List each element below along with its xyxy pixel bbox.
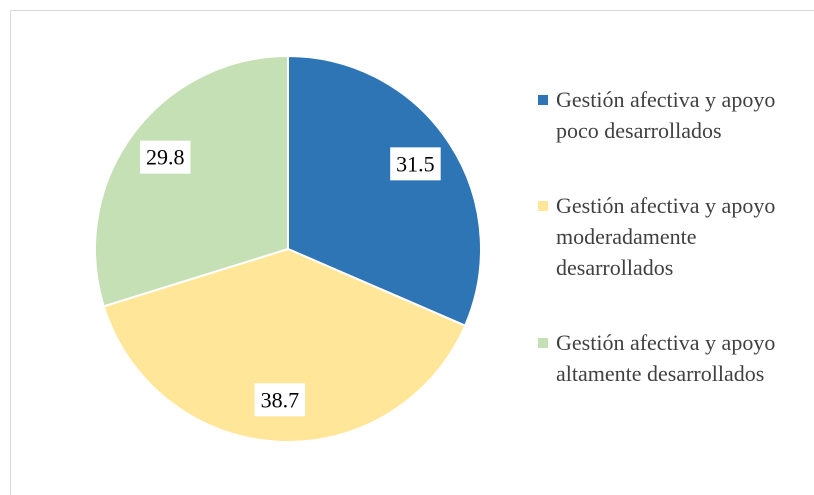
data-label: 29.8 [139, 140, 191, 174]
legend-swatch [538, 201, 548, 211]
data-label-box [254, 383, 306, 417]
legend-entry: Gestión afectiva y apoyo poco desarrolla… [538, 84, 803, 146]
legend-label: Gestión afectiva y apoyo moderadamente d… [556, 193, 776, 280]
legend-swatch [538, 95, 548, 105]
data-label-box [390, 147, 441, 181]
data-label-text: 31.5 [396, 151, 435, 176]
data-label-box [139, 140, 191, 174]
legend: Gestión afectiva y apoyo poco desarrolla… [538, 84, 803, 433]
data-label: 38.7 [254, 383, 306, 417]
data-label-text: 38.7 [261, 387, 300, 412]
pie-slice [94, 54, 289, 308]
data-label: 31.5 [390, 147, 441, 181]
legend-label: Gestión afectiva y apoyo poco desarrolla… [556, 87, 776, 143]
chart-frame [10, 10, 814, 495]
legend-label: Gestión afectiva y apoyo altamente desar… [556, 330, 776, 386]
pie-slice [287, 54, 482, 327]
legend-entry: Gestión afectiva y apoyo moderadamente d… [538, 190, 803, 283]
legend-swatch [538, 338, 548, 348]
pie-slice [102, 247, 467, 443]
data-label-text: 29.8 [146, 145, 185, 170]
legend-entry: Gestión afectiva y apoyo altamente desar… [538, 327, 803, 389]
